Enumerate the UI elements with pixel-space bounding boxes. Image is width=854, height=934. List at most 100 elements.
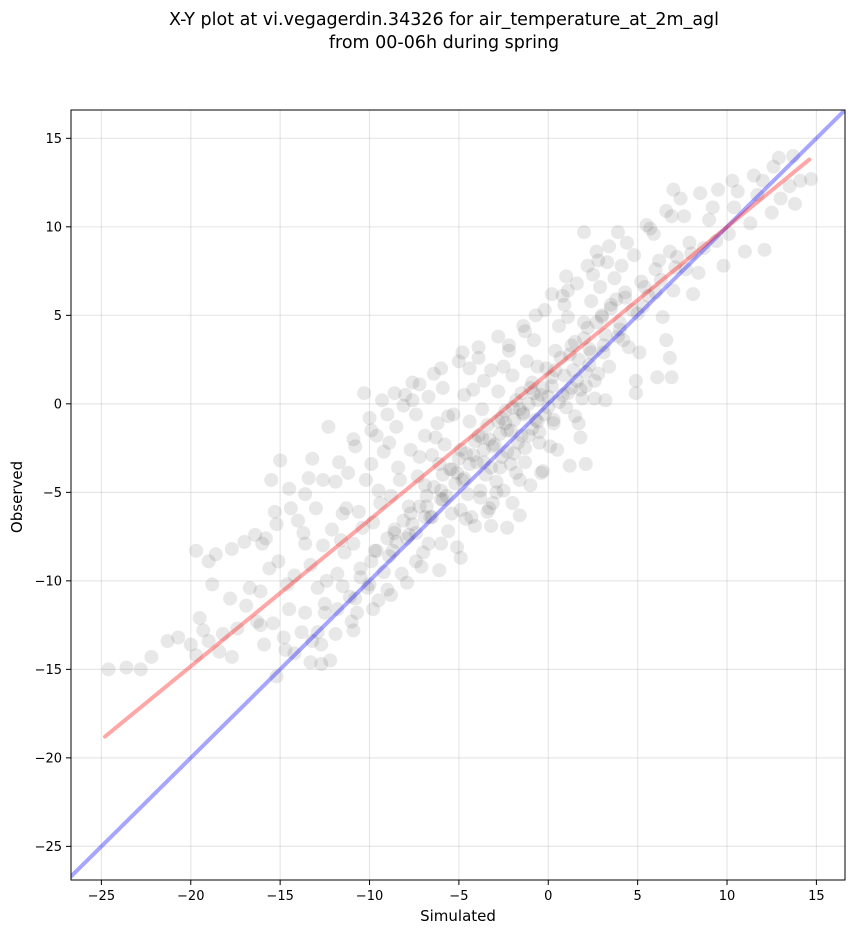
data-point: [291, 513, 306, 528]
data-point: [603, 301, 618, 316]
data-point: [591, 253, 606, 268]
data-point: [242, 580, 257, 595]
data-point: [332, 455, 347, 470]
data-point: [564, 380, 579, 395]
data-point: [369, 543, 384, 558]
data-point: [441, 409, 456, 424]
data-point: [516, 407, 531, 422]
data-point: [321, 419, 336, 434]
data-point: [462, 414, 477, 429]
data-point: [405, 375, 420, 390]
data-point: [133, 662, 148, 677]
data-point: [686, 287, 701, 302]
data-point: [507, 446, 522, 461]
data-point: [559, 400, 574, 415]
data-point: [400, 575, 415, 590]
data-point: [516, 318, 531, 333]
y-tick-label: −5: [43, 486, 62, 501]
data-point: [525, 421, 540, 436]
data-point: [509, 393, 524, 408]
data-point: [555, 387, 570, 402]
data-point: [639, 218, 654, 233]
data-point: [721, 226, 736, 241]
data-point: [610, 225, 625, 240]
data-point: [577, 331, 592, 346]
data-point: [453, 442, 468, 457]
data-point: [702, 212, 717, 227]
data-point: [578, 379, 593, 394]
data-point: [466, 448, 481, 463]
data-point: [571, 352, 586, 367]
data-point: [646, 226, 661, 241]
data-point: [408, 554, 423, 569]
data-point: [589, 244, 604, 259]
x-axis-ticks: −25 −20 −15 −10 −5 0 5 10 15: [88, 880, 825, 904]
data-point: [442, 462, 457, 477]
data-point: [426, 366, 441, 381]
data-point: [598, 393, 613, 408]
data-point: [637, 280, 652, 295]
data-point: [512, 508, 527, 523]
data-point: [208, 547, 223, 562]
data-point: [464, 510, 479, 525]
data-point: [425, 510, 440, 525]
y-tick-label: 5: [54, 309, 62, 324]
data-point: [627, 248, 642, 263]
data-point: [339, 501, 354, 516]
data-point: [505, 400, 520, 415]
data-point: [491, 384, 506, 399]
data-point: [619, 235, 634, 250]
data-point: [491, 329, 506, 344]
data-point: [535, 380, 550, 395]
data-point: [282, 602, 297, 617]
data-point: [766, 159, 781, 174]
data-point: [484, 363, 499, 378]
data-point: [183, 637, 198, 652]
data-point: [403, 506, 418, 521]
data-point: [516, 405, 531, 420]
data-point: [603, 297, 618, 312]
data-point: [730, 184, 745, 199]
x-tick-label: 15: [808, 889, 825, 904]
data-point: [303, 557, 318, 572]
data-point: [459, 446, 474, 461]
data-point: [476, 442, 491, 457]
data-point: [498, 416, 513, 431]
data-point: [189, 543, 204, 558]
data-point: [557, 368, 572, 383]
data-point: [369, 428, 384, 443]
data-point: [716, 258, 731, 273]
data-point: [643, 221, 658, 236]
data-point: [346, 536, 361, 551]
grid-lines: [71, 110, 845, 880]
data-point: [330, 566, 345, 581]
data-point: [439, 488, 454, 503]
data-point: [662, 244, 677, 259]
data-point: [398, 387, 413, 402]
data-point: [612, 315, 627, 330]
data-point: [496, 359, 511, 374]
data-point: [333, 533, 348, 548]
data-point: [594, 308, 609, 323]
x-tick-label: −5: [449, 889, 468, 904]
data-point: [534, 465, 549, 480]
data-point: [482, 501, 497, 516]
data-point: [387, 386, 402, 401]
data-point: [273, 453, 288, 468]
data-point: [625, 303, 640, 318]
data-point: [528, 308, 543, 323]
data-point: [389, 419, 404, 434]
data-point: [575, 391, 590, 406]
data-point: [358, 472, 373, 487]
data-point: [428, 430, 443, 445]
data-point: [628, 373, 643, 388]
data-point: [582, 357, 597, 372]
data-point: [666, 182, 681, 197]
data-point: [482, 432, 497, 447]
data-point: [441, 524, 456, 539]
data-point: [294, 625, 309, 640]
data-point: [283, 501, 298, 516]
data-point: [323, 653, 338, 668]
data-point: [578, 364, 593, 379]
